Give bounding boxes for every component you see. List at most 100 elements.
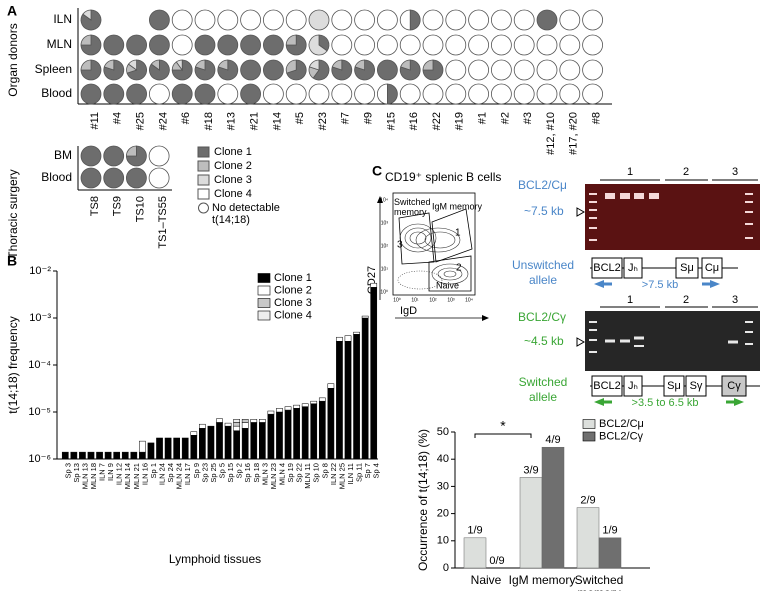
pie-slice xyxy=(103,34,125,56)
pie-empty xyxy=(468,83,490,105)
pie-empty xyxy=(582,9,603,31)
bar-segment xyxy=(96,451,103,460)
x-tick-label: MLN 11 xyxy=(303,463,312,489)
bar-segment xyxy=(113,451,121,460)
bar-segment xyxy=(70,451,78,460)
bar-segment xyxy=(267,410,275,415)
x-tick-label: ILN 16 xyxy=(140,463,149,485)
flow-tick-label: 10¹ xyxy=(411,297,419,303)
pie-empty xyxy=(422,9,444,31)
pie-empty xyxy=(513,59,535,81)
pie-slice xyxy=(125,167,147,189)
x-tick-label: MLN 3 xyxy=(260,463,269,485)
pie-empty xyxy=(217,83,239,105)
column-label: #16 xyxy=(408,112,420,130)
bar-segment xyxy=(233,422,240,427)
pie-slice xyxy=(103,83,125,105)
legend-swatch xyxy=(257,273,271,283)
arrow-head xyxy=(482,315,489,321)
pie-slice xyxy=(148,34,170,56)
panel-label: C xyxy=(372,163,382,179)
x-tick-label: Sp 24 xyxy=(166,463,175,483)
pie-slice xyxy=(127,59,137,71)
pie-slice xyxy=(400,59,411,71)
legend-label: Clone 3 xyxy=(274,297,312,309)
pie-slice xyxy=(318,34,330,52)
pie-empty xyxy=(399,34,421,56)
lane-label: 2 xyxy=(683,166,689,178)
arrow-head xyxy=(377,196,383,203)
bar xyxy=(541,446,565,569)
bar-segment xyxy=(259,419,266,423)
y-tick-label: 20 xyxy=(437,508,449,520)
column-label: #24 xyxy=(157,112,169,130)
bar-segment xyxy=(139,440,146,453)
bar-segment xyxy=(284,409,292,460)
pie-empty xyxy=(445,59,467,81)
x-tick-label: Sp 8 xyxy=(320,463,329,478)
row-label: BM xyxy=(54,148,72,162)
bar-segment xyxy=(353,331,360,335)
primer xyxy=(734,398,744,406)
gel-bands xyxy=(589,321,753,353)
pie-slice xyxy=(80,34,92,46)
pie-empty xyxy=(559,59,581,81)
bar-segment xyxy=(104,451,112,460)
pie-empty xyxy=(582,34,603,56)
x-tick-label: ILN 12 xyxy=(115,463,124,485)
column-label: #22 xyxy=(431,112,443,130)
pie-slice xyxy=(126,83,148,105)
pie-slice xyxy=(103,167,125,189)
bar-segment xyxy=(293,404,300,409)
pie-empty xyxy=(445,9,467,31)
pie-empty xyxy=(354,83,376,105)
flow-tick-label: 10² xyxy=(429,297,437,303)
pie-slice xyxy=(331,59,343,71)
pie-empty xyxy=(559,9,581,31)
pie-slice xyxy=(217,59,239,81)
pie-empty xyxy=(285,9,307,31)
bar xyxy=(576,507,600,569)
y-tick-label: 10 xyxy=(437,535,449,547)
column-label: #12, #10 xyxy=(545,112,557,155)
y-tick-label: 50 xyxy=(437,426,449,438)
pie-slice xyxy=(331,59,353,81)
bar-segment xyxy=(276,411,283,460)
pie-empty xyxy=(490,34,512,56)
y-title: t(14;18) frequency xyxy=(6,316,20,413)
pie-slice xyxy=(80,167,102,189)
bar-segment xyxy=(216,418,223,423)
pie-empty xyxy=(331,9,353,31)
flow-tick-label: 10³ xyxy=(381,220,389,226)
legend-swatch xyxy=(197,146,210,158)
bar-segment xyxy=(241,422,249,429)
bar-segment xyxy=(318,400,326,460)
flow-tick-label: 10⁴ xyxy=(380,197,388,203)
pie-empty xyxy=(217,9,239,31)
y-tick-label: 0 xyxy=(443,562,449,574)
pie-slice xyxy=(240,34,262,56)
column-label: #4 xyxy=(112,112,124,124)
y-title: Occurrence of t(14;18) (%) xyxy=(416,429,430,571)
pie-slice xyxy=(171,83,193,105)
pie-slice xyxy=(312,59,330,81)
y-tick-label: 30 xyxy=(437,480,449,492)
pie-slice xyxy=(125,145,137,157)
x-tick-label: Sp 9 xyxy=(192,463,201,478)
column-label: TS1–TS55 xyxy=(157,196,169,249)
pie-empty xyxy=(171,34,193,56)
pie-empty xyxy=(513,83,535,105)
pie-empty xyxy=(536,83,558,105)
bar-segment xyxy=(233,430,240,460)
segment: Jₕ xyxy=(628,380,638,392)
x-tick-label: Sp 3 xyxy=(63,463,72,478)
pie-empty xyxy=(422,34,444,56)
segment: Sμ xyxy=(667,380,681,392)
allele-boxes xyxy=(591,375,747,397)
pie-empty xyxy=(513,9,535,31)
pie-slice xyxy=(148,9,170,31)
flow-tick-label: 10⁰ xyxy=(393,297,401,303)
x-tick-label: Sp 1 xyxy=(149,463,158,478)
value-label: 2/9 xyxy=(580,495,595,507)
pie-empty xyxy=(468,59,490,81)
